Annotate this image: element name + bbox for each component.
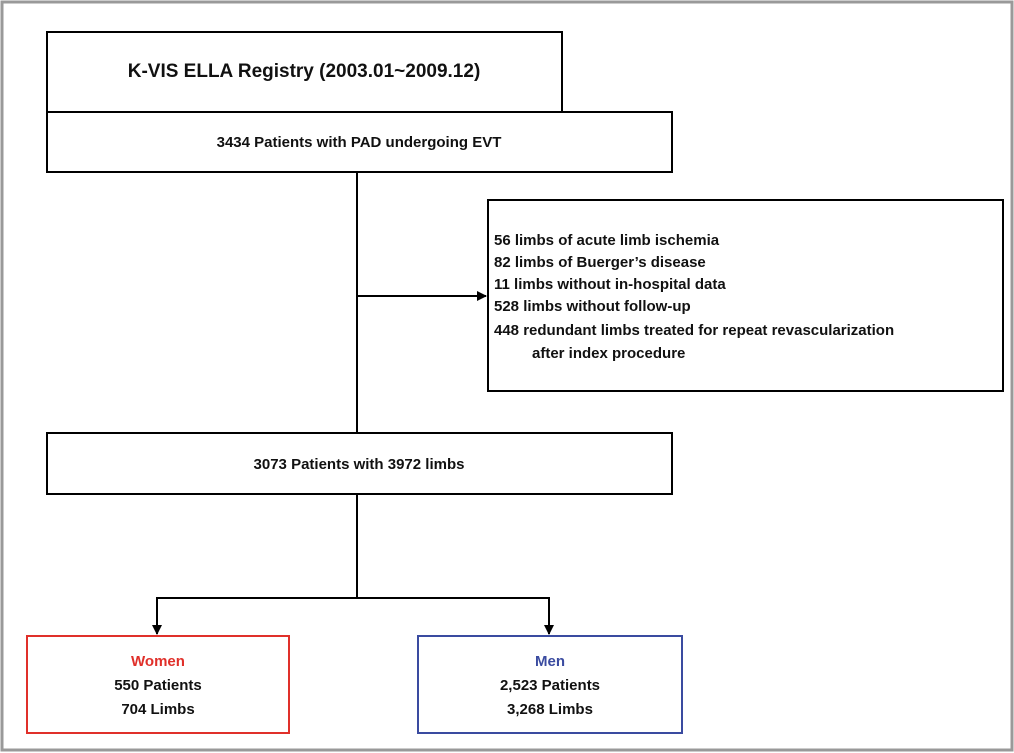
- group-limbs: 704 Limbs: [121, 701, 194, 718]
- exclusion-line: 11 limbs without in-hospital data: [494, 276, 726, 293]
- exclusion-line: after index procedure: [532, 345, 685, 362]
- patients-box: [46, 111, 673, 173]
- cohort-label: 3073 Patients with 3972 limbs: [254, 456, 465, 473]
- group-patients: 2,523 Patients: [500, 677, 600, 694]
- registry-label: K-VIS ELLA Registry (2003.01~2009.12): [128, 61, 481, 82]
- men-box: [417, 635, 683, 734]
- cohort-box: [46, 432, 673, 495]
- patients-label: 3434 Patients with PAD undergoing EVT: [217, 134, 502, 151]
- exclusion-line: 56 limbs of acute limb ischemia: [494, 232, 720, 249]
- exclusion-box: [487, 199, 1004, 392]
- women-box: [26, 635, 290, 734]
- exclusion-line: 448 redundant limbs treated for repeat r…: [494, 322, 894, 339]
- exclusion-line: 82 limbs of Buerger’s disease: [494, 254, 706, 271]
- group-patients: 550 Patients: [114, 677, 202, 694]
- group-limbs: 3,268 Limbs: [507, 701, 593, 718]
- exclusion-line: 528 limbs without follow-up: [494, 298, 691, 315]
- group-name: Women: [131, 653, 185, 670]
- group-name: Men: [535, 653, 565, 670]
